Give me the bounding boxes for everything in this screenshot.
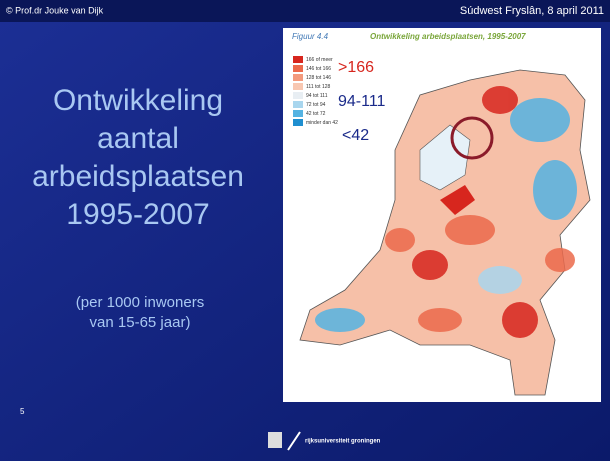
highlight-circle [450, 116, 494, 160]
logo-crest [268, 432, 282, 448]
region [478, 266, 522, 294]
legend-label: minder dan 42 [306, 120, 338, 126]
figure-label: Figuur 4.4 [292, 32, 329, 41]
region [502, 302, 538, 338]
legend-label: 166 of meer [306, 57, 333, 63]
map-figure: Figuur 4.4 Ontwikkeling arbeidsplaatsen,… [283, 28, 601, 402]
header-bar [0, 0, 610, 22]
logo-text: rijksuniversiteit groningen [305, 439, 381, 445]
page-number: 5 [20, 407, 25, 416]
region [510, 98, 570, 142]
title-line: arbeidsplaatsen [32, 160, 244, 193]
legend-swatch [293, 119, 303, 126]
title-line: Ontwikkeling [53, 84, 223, 117]
region [418, 308, 462, 332]
region [545, 248, 575, 272]
legend-label: 72 tot 94 [306, 102, 326, 108]
ijsselmeer [419, 124, 471, 191]
legend-label: 94 tot 111 [306, 93, 328, 99]
legend-label: 128 tot 146 [306, 75, 331, 81]
legend-swatch [293, 74, 303, 81]
subtitle-line: van 15-65 jaar) [90, 314, 191, 331]
legend: 166 of meer 146 tot 166 128 tot 146 111 tot… [293, 56, 338, 126]
flevoland [440, 185, 475, 215]
logo-slash [287, 431, 301, 451]
legend-swatch [293, 101, 303, 108]
legend-swatch [293, 83, 303, 90]
legend-swatch [293, 65, 303, 72]
legend-swatch [293, 110, 303, 117]
legend-label: 42 tot 72 [306, 111, 326, 117]
annotation: 94-111 [338, 93, 386, 110]
title-line: 1995-2007 [66, 198, 209, 231]
annotation: >166 [338, 59, 374, 76]
header-left: © Prof.dr Jouke van Dijk [6, 5, 104, 15]
header-right: Súdwest Fryslân, 8 april 2011 [460, 5, 604, 17]
region [445, 215, 495, 245]
figure-title: Ontwikkeling arbeidsplaatsen, 1995-2007 [370, 32, 526, 41]
title-line: aantal [97, 122, 179, 155]
legend-swatch [293, 56, 303, 63]
region [482, 86, 518, 114]
legend-swatch [293, 92, 303, 99]
legend-label: 146 tot 166 [306, 66, 331, 72]
region [533, 160, 577, 220]
map-regions [315, 86, 577, 338]
subtitle: (per 1000 inwoners van 15-65 jaar) [76, 294, 204, 331]
region [385, 228, 415, 252]
subtitle-line: (per 1000 inwoners [76, 294, 204, 311]
footer-logo: rijksuniversiteit groningen [268, 431, 381, 451]
region [412, 250, 448, 280]
title: Ontwikkeling aantal arbeidsplaatsen 1995… [32, 84, 244, 231]
annotation: <42 [342, 127, 369, 144]
legend-label: 111 tot 128 [306, 84, 330, 90]
region [315, 308, 365, 332]
